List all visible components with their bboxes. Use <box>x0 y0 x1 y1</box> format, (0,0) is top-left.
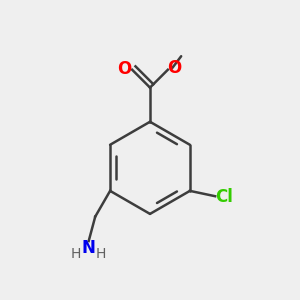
Text: O: O <box>167 59 182 77</box>
Text: Cl: Cl <box>215 188 233 206</box>
Text: H: H <box>96 247 106 261</box>
Text: O: O <box>117 59 131 77</box>
Text: H: H <box>71 247 81 261</box>
Text: N: N <box>82 239 96 257</box>
